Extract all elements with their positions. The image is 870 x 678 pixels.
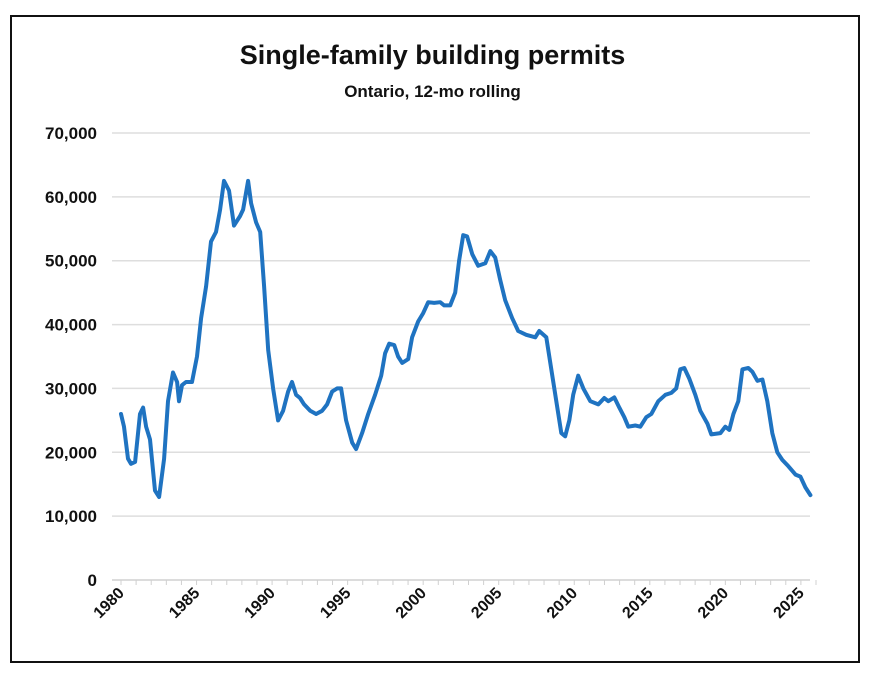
series-line bbox=[119, 178, 813, 499]
chart-title: Single-family building permits bbox=[239, 40, 626, 70]
y-tick-label: 40,000 bbox=[45, 316, 97, 335]
x-tick-label: 2000 bbox=[393, 585, 430, 622]
y-tick-label: 70,000 bbox=[45, 124, 97, 143]
x-tick-label: 2005 bbox=[468, 585, 505, 622]
chart-subtitle: Ontario, 12-mo rolling bbox=[344, 82, 521, 101]
y-tick-label: 60,000 bbox=[45, 188, 97, 207]
y-tick-label: 30,000 bbox=[45, 379, 97, 398]
y-tick-label: 50,000 bbox=[45, 252, 97, 271]
x-tick-label: 1990 bbox=[242, 585, 279, 622]
y-tick-label: 10,000 bbox=[45, 507, 97, 526]
x-tick-label: 2020 bbox=[695, 585, 732, 622]
x-tick-label: 1995 bbox=[317, 585, 354, 622]
y-tick-label: 20,000 bbox=[45, 443, 97, 462]
chart-frame bbox=[10, 15, 860, 663]
x-tick-label: 2010 bbox=[544, 585, 581, 622]
x-tick-label: 1985 bbox=[166, 585, 203, 622]
x-tick-label: 2015 bbox=[619, 585, 656, 622]
y-tick-label: 0 bbox=[88, 571, 97, 590]
x-tick-label: 1980 bbox=[91, 585, 128, 622]
x-tick-label: 2025 bbox=[771, 585, 808, 622]
